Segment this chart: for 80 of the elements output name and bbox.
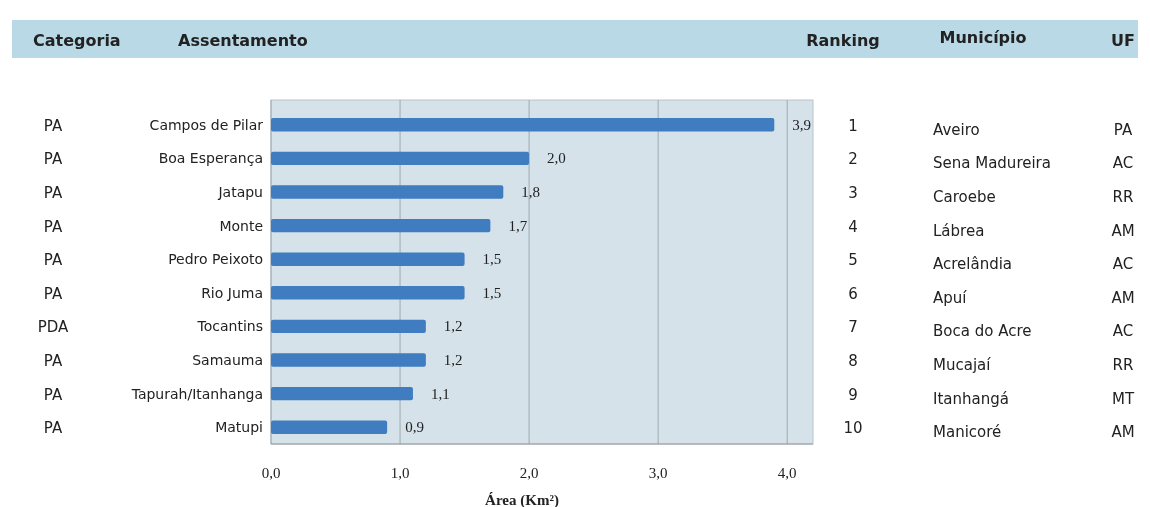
y-tick-label: Rio Juma	[201, 284, 263, 301]
text: Sena Madureira	[933, 154, 1051, 173]
data-label: 2,0	[547, 150, 566, 167]
data-label: 1,1	[430, 385, 450, 402]
text: AC	[1112, 255, 1134, 274]
data-label: 1,2	[443, 352, 463, 368]
text: AC	[1112, 322, 1134, 341]
text: Lábrea	[933, 221, 985, 240]
text: RR	[1112, 188, 1134, 206]
data-label: 1,5	[482, 284, 502, 301]
text: Apuí	[933, 288, 968, 307]
bar	[271, 118, 775, 132]
text: AM	[1111, 423, 1135, 442]
text: AM	[1111, 288, 1135, 307]
text: PA	[43, 116, 63, 135]
text: PA	[43, 352, 63, 370]
text: 6	[848, 284, 858, 303]
text: PA	[43, 184, 63, 202]
x-tick-label: 1,0	[390, 465, 410, 481]
text: Mucajaí	[933, 356, 992, 374]
x-tick-label: 0,0	[261, 465, 281, 481]
text: 8	[848, 352, 858, 370]
text: Acrelândia	[933, 255, 1013, 274]
bar	[271, 319, 426, 334]
text: UF	[1111, 31, 1135, 50]
y-tick-label: Jatapu	[217, 184, 263, 200]
text: 7	[848, 318, 858, 337]
data-label: 1,2	[443, 318, 463, 335]
bar	[271, 151, 530, 166]
text: AM	[1111, 221, 1135, 240]
text: Aveiro	[933, 120, 980, 139]
text: Município	[939, 28, 1027, 47]
text: 10	[843, 419, 863, 438]
bar	[271, 386, 413, 401]
bar	[271, 218, 491, 233]
text: 9	[848, 385, 858, 404]
text: Itanhangá	[933, 389, 1009, 408]
x-tick-label: 3,0	[648, 465, 668, 481]
y-axis-title: Assentamento	[178, 31, 308, 50]
text: PA	[43, 284, 63, 303]
y-tick-label: Campos de Pilar	[149, 116, 264, 133]
text: MT	[1111, 389, 1135, 408]
x-tick-label: 4,0	[777, 465, 797, 481]
text: PA	[43, 217, 63, 236]
data-label: 0,9	[405, 419, 424, 436]
y-tick-label: Boa Esperança	[158, 150, 263, 167]
text: 3	[848, 184, 858, 202]
bar	[271, 420, 388, 434]
y-tick-label: Samauma	[192, 352, 263, 368]
y-tick-label: Tapurah/Itanhanga	[130, 385, 263, 402]
text: 1	[848, 116, 858, 135]
data-label: 1,5	[482, 251, 502, 268]
text: Ranking	[806, 31, 880, 50]
text: Caroebe	[933, 188, 996, 206]
y-tick-label: Tocantins	[196, 318, 263, 335]
text: RR	[1112, 356, 1134, 374]
text: PA	[43, 150, 63, 169]
bar	[271, 185, 504, 199]
text: PA	[43, 385, 63, 404]
text: Categoria	[33, 31, 121, 50]
text: Manicoré	[933, 423, 1002, 442]
x-tick-label: 2,0	[519, 465, 539, 481]
text: PA	[43, 251, 63, 270]
y-tick-label: Monte	[219, 217, 263, 234]
text: 4	[848, 217, 858, 236]
text: PA	[43, 419, 63, 438]
text: PA	[1113, 120, 1133, 139]
text: PDA	[37, 318, 70, 337]
y-tick-label: Pedro Peixoto	[168, 251, 263, 268]
text: 2	[848, 150, 858, 169]
text: AC	[1112, 154, 1134, 173]
data-label: 1,8	[521, 184, 541, 200]
y-tick-label: Matupi	[215, 419, 263, 436]
bar	[271, 252, 465, 266]
data-label: 3,9	[792, 116, 812, 133]
text: Boca do Acre	[933, 322, 1032, 341]
text: 5	[848, 251, 858, 270]
data-label: 1,7	[508, 217, 528, 234]
bar	[271, 353, 426, 367]
bar	[271, 286, 465, 300]
